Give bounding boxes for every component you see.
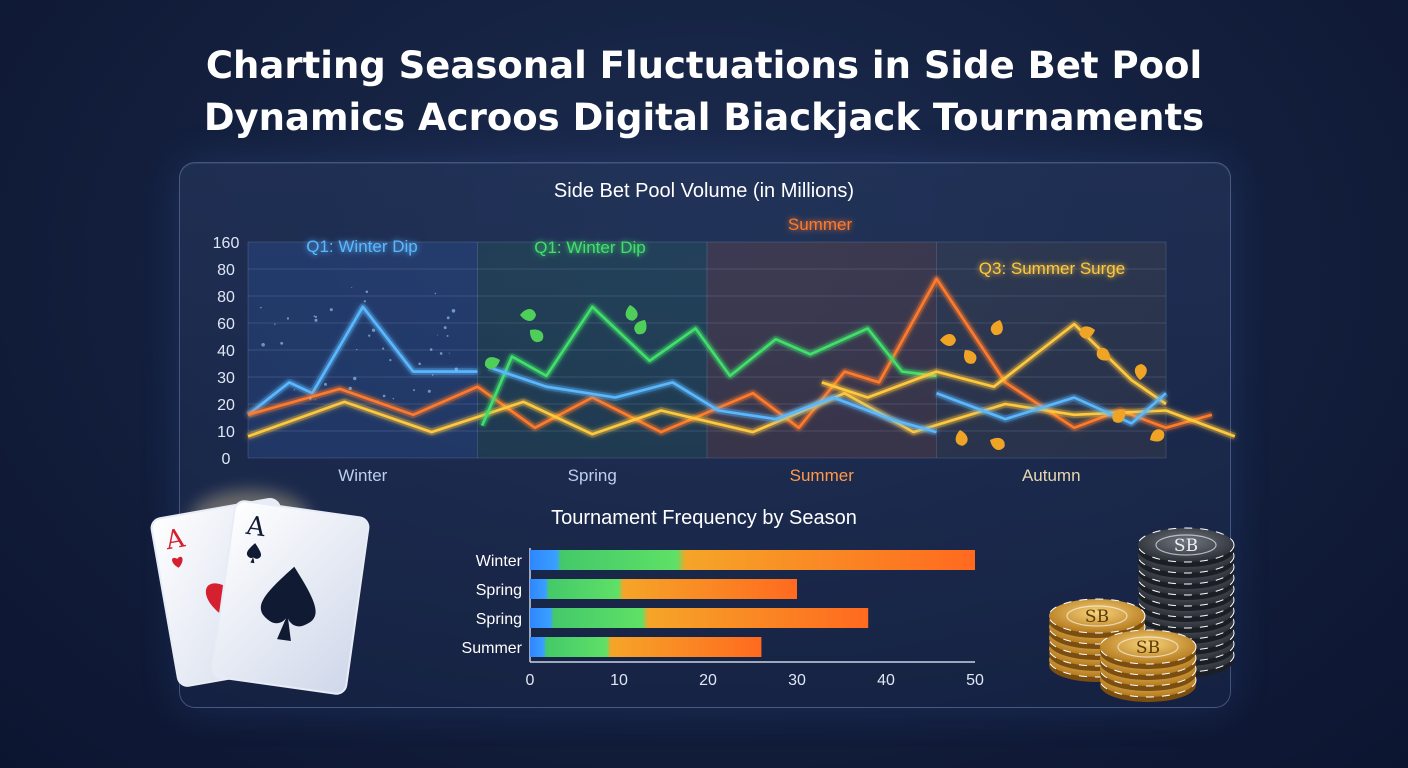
sparkle-dot	[368, 335, 370, 337]
sparkle-dot	[447, 335, 449, 337]
y-tick-label: 10	[217, 424, 235, 441]
sparkle-dot	[440, 352, 443, 355]
sparkle-dot	[351, 287, 352, 288]
sparkle-dot	[280, 342, 283, 345]
annotation-2: Summer	[788, 215, 853, 234]
sparkle-dot	[314, 315, 316, 317]
sparkle-dot	[274, 324, 275, 325]
season-label-spring: Spring	[568, 466, 617, 485]
sparkle-dot	[444, 326, 447, 329]
sparkle-dot	[382, 348, 384, 350]
bar-category-label: Winter	[476, 553, 523, 570]
y-tick-label: 20	[217, 397, 235, 414]
sparkle-dot	[389, 359, 391, 361]
poker-chips: SB SB SB	[1049, 528, 1234, 702]
sparkle-dot	[383, 395, 386, 398]
sparkle-dot	[315, 316, 317, 318]
x-tick-label: 30	[788, 672, 806, 689]
bar-chart: Tournament Frequency by Season 0 10 20 30 40…	[462, 507, 984, 689]
bar-3	[530, 637, 761, 657]
sparkle-dot	[455, 367, 458, 370]
bar-2	[530, 608, 868, 628]
sparkle-dot	[261, 343, 265, 347]
x-tick-label: 10	[610, 672, 628, 689]
bar-chart-bars: Winter Spring Spring Summer	[462, 550, 975, 657]
x-tick-label: 40	[877, 672, 895, 689]
annotation-1: Q1: Winter Dip	[534, 238, 645, 257]
annotation-3: Q3: Summer Surge	[979, 259, 1125, 278]
sparkle-dot	[447, 316, 450, 319]
chip-label: SB	[1085, 607, 1109, 627]
sparkle-dot	[315, 399, 316, 400]
y-axis-ticks: 0 10 20 30 40 60 80 80 160	[213, 235, 240, 468]
sparkle-dot	[393, 398, 394, 399]
season-label-winter: Winter	[338, 466, 387, 485]
bar-chart-title: Tournament Frequency by Season	[551, 507, 857, 529]
sparkle-dot	[413, 389, 415, 391]
sparkle-dot	[349, 387, 352, 390]
x-tick-label: 20	[699, 672, 717, 689]
bar-category-label: Spring	[476, 582, 522, 599]
sparkle-dot	[287, 317, 289, 319]
sparkle-dot	[437, 335, 438, 336]
season-label-summer: Summer	[790, 466, 855, 485]
sparkle-dot	[353, 377, 356, 380]
annotation-0: Q1: Winter Dip	[306, 237, 417, 256]
x-tick-label: 50	[966, 672, 984, 689]
bar-category-label: Summer	[462, 640, 523, 657]
sparkle-dot	[430, 348, 433, 351]
sparkle-dot	[356, 349, 357, 350]
season-label-autumn: Autumn	[1022, 466, 1081, 485]
sparkle-dot	[330, 308, 333, 311]
y-tick-label: 80	[217, 262, 235, 279]
bar-1	[530, 579, 797, 599]
playing-cards: A A	[150, 490, 370, 695]
chip-label: SB	[1174, 536, 1198, 556]
sparkle-dot	[449, 353, 450, 354]
y-tick-label: 30	[217, 370, 235, 387]
y-tick-label: 0	[222, 451, 231, 468]
y-tick-label: 40	[217, 343, 235, 360]
sparkle-dot	[309, 397, 311, 399]
sparkle-dot	[377, 400, 378, 401]
y-tick-label: 80	[217, 289, 235, 306]
sparkle-dot	[372, 329, 375, 332]
sparkle-dot	[366, 290, 369, 293]
sparkle-dot	[294, 389, 295, 390]
y-tick-label: 60	[217, 316, 235, 333]
x-tick-label: 0	[526, 672, 535, 689]
sparkle-dot	[364, 300, 366, 302]
chip-label: SB	[1136, 638, 1160, 658]
season-labels: Winter Spring Summer Autumn	[338, 466, 1080, 485]
line-chart: Side Bet Pool Volume (in Millions) 0 10 20…	[213, 180, 1235, 485]
sparkle-dot	[452, 309, 456, 313]
sparkle-dot	[435, 293, 436, 294]
y-tick-label: 160	[213, 235, 240, 252]
bar-category-label: Spring	[476, 611, 522, 628]
sparkle-dot	[314, 319, 317, 322]
sparkle-dot	[428, 390, 431, 393]
sparkle-dot	[324, 383, 327, 386]
sparkle-dot	[432, 374, 434, 376]
line-chart-title: Side Bet Pool Volume (in Millions)	[554, 180, 854, 202]
bar-0	[530, 550, 975, 570]
sparkle-dot	[260, 307, 262, 309]
card-ace-of-spades: A	[211, 500, 369, 695]
sparkle-dot	[418, 362, 421, 365]
